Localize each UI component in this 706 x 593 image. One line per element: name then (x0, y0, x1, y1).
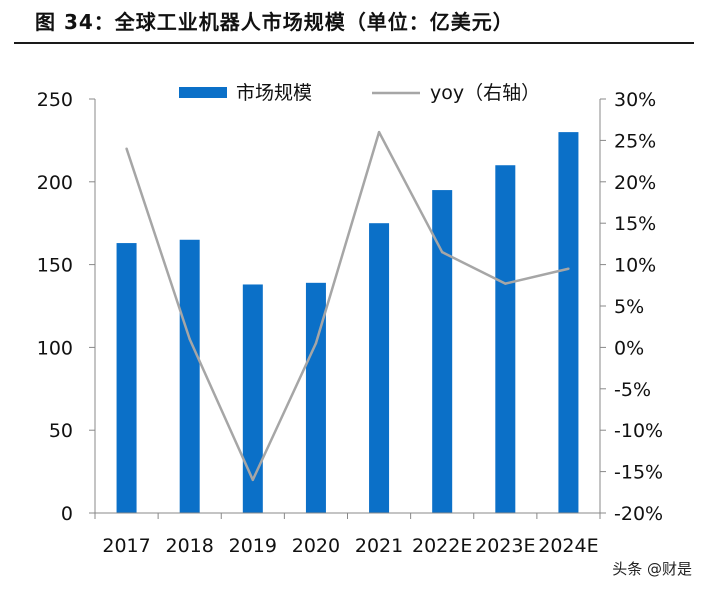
right-tick-label: 10% (614, 255, 656, 277)
yoy-point-2021 (377, 130, 381, 134)
right-tick-label: -5% (614, 379, 651, 401)
right-tick-label: 30% (614, 89, 656, 111)
legend-line-label: yoy（右轴） (430, 82, 540, 104)
x-tick-label: 2021 (355, 535, 403, 557)
bar-2019 (242, 284, 263, 513)
yoy-point-2019 (251, 478, 255, 482)
title-rule (14, 42, 694, 44)
x-tick-label: 2017 (102, 535, 150, 557)
x-tick-label: 2022E (412, 535, 472, 557)
x-tick-label: 2024E (538, 535, 598, 557)
right-tick-label: 15% (614, 213, 656, 235)
right-tick-label: 0% (614, 337, 644, 359)
x-tick-label: 2019 (229, 535, 277, 557)
x-tick-label: 2020 (292, 535, 340, 557)
left-tick-label: 200 (37, 172, 73, 194)
bar-2018 (179, 239, 200, 513)
right-tick-label: 25% (614, 130, 656, 152)
yoy-line-group (125, 130, 570, 482)
yoy-line (125, 130, 569, 482)
chart-title: 图 34：全球工业机器人市场规模（单位：亿美元） (35, 10, 514, 34)
right-tick-label: -15% (614, 462, 663, 484)
right-tick-label: -10% (614, 420, 663, 442)
left-tick-label: 100 (37, 337, 73, 359)
bar-2024E (558, 132, 579, 513)
bar-2020 (305, 282, 326, 513)
left-tick-label: 150 (37, 255, 73, 277)
right-axis: -20% -15% -10% -5% 0% 5% 10% 15% 20% 25% 30% (599, 89, 663, 525)
left-tick-label: 50 (49, 420, 73, 442)
left-tick-label: 250 (37, 89, 73, 111)
left-tick-label: 0 (61, 503, 73, 525)
right-tick-label: 20% (614, 172, 656, 194)
bar-2022E (432, 190, 453, 513)
bars (116, 132, 579, 514)
yoy-point-2020 (314, 342, 318, 345)
bar-2021 (369, 223, 390, 513)
right-tick-label: -20% (614, 503, 663, 525)
yoy-point-2024E (567, 267, 570, 270)
legend: 市场规模 yoy（右轴） (179, 82, 540, 104)
bar-2023E (495, 165, 516, 514)
watermark: 头条 @财是 (612, 560, 692, 578)
yoy-point-2017 (125, 147, 128, 150)
right-tick-label: 5% (614, 296, 644, 318)
legend-bar-label: 市场规模 (236, 82, 312, 104)
yoy-point-2023E (504, 282, 507, 285)
left-axis: 0 50 100 150 200 250 (37, 89, 96, 525)
yoy-point-2022E (440, 250, 444, 254)
x-tick-label: 2018 (166, 535, 214, 557)
x-axis: 2017 2018 2019 2020 2021 2022E 2023E 2024E (94, 512, 601, 557)
legend-bar-swatch (179, 87, 227, 98)
bar-2017 (116, 243, 137, 513)
x-tick-label: 2023E (475, 535, 535, 557)
yoy-point-2018 (188, 337, 191, 341)
